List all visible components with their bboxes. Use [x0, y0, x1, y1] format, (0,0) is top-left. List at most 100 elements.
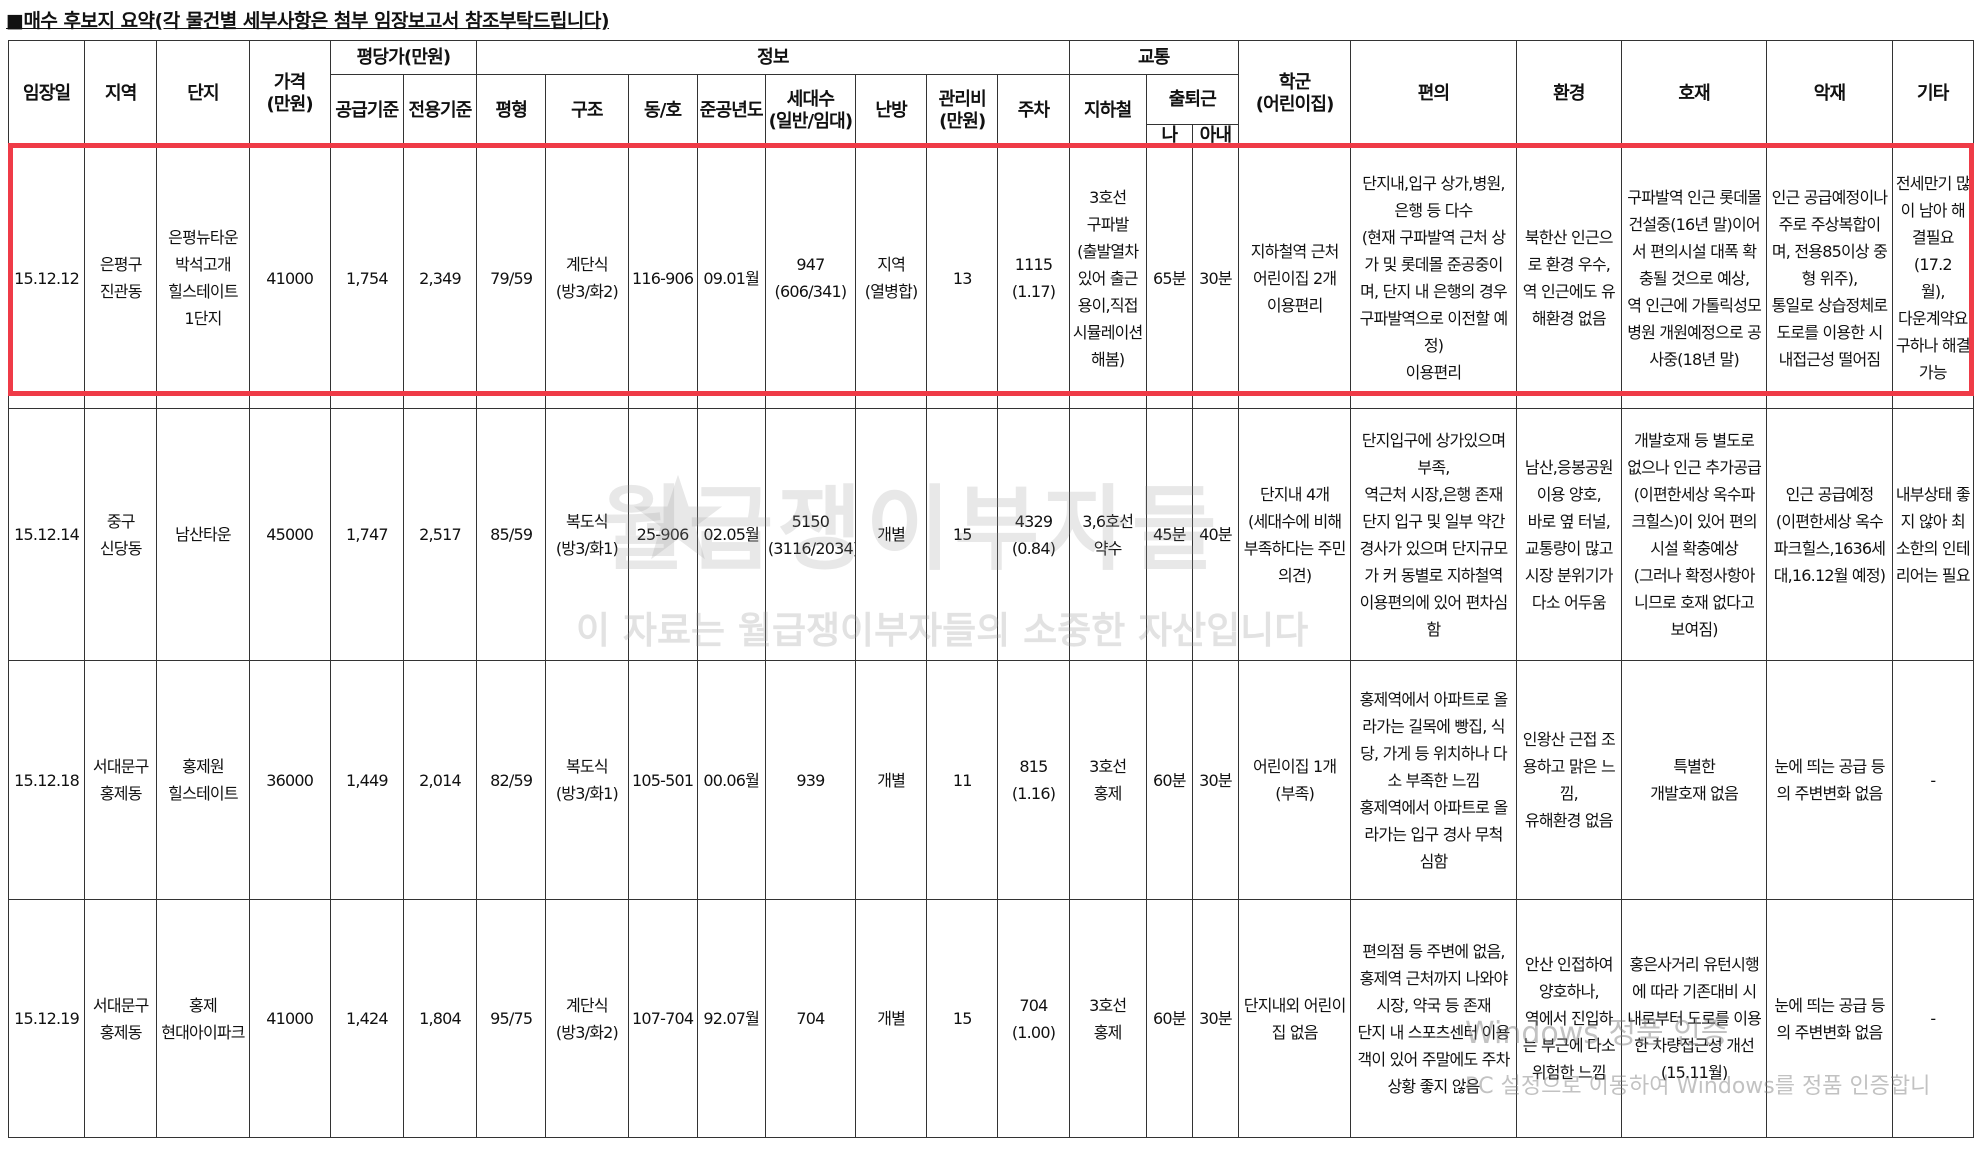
cell-supply: 1,747: [329, 408, 404, 661]
header-info: 정보: [476, 40, 1070, 75]
cell-heating: 개별: [855, 408, 928, 661]
cell-unit: 107-704: [627, 899, 698, 1138]
cell-price: 41000: [248, 899, 331, 1138]
cell-households: 947 (606/341): [764, 147, 857, 409]
cell-school: 지하철역 근처 어린이집 2개 이용편리: [1238, 147, 1352, 409]
cell-environment: 인왕산 근접 조 용하고 맑은 느 낌, 유해환경 없음: [1515, 660, 1622, 900]
cell-size: 95/75: [476, 899, 547, 1138]
header-exclusive-basis: 전용기준: [402, 74, 478, 148]
header-good-news: 호재: [1620, 40, 1768, 148]
cell-price: 41000: [248, 147, 331, 409]
header-price: 가격 (만원): [248, 40, 331, 148]
cell-structure: 계단식 (방3/화2): [545, 899, 629, 1138]
cell-built: 92.07월: [696, 899, 766, 1138]
cell-environment: 안산 인접하여 양호하나, 역에서 진입하 는 부근에 다소 위험한 느낌: [1515, 899, 1622, 1138]
cell-commute-wife: 30분: [1191, 660, 1240, 900]
cell-visit-date: 15.12.18: [7, 660, 86, 900]
header-households: 세대수 (일반/임대): [764, 74, 857, 148]
cell-bad-news: 인근 공급예정이나 주로 주상복합이 며, 전용85이상 중 형 위주), 통일…: [1766, 147, 1893, 409]
cell-complex: 홍제원 힐스테이트: [156, 660, 250, 900]
cell-maintenance: 11: [926, 660, 999, 900]
candidate-summary-table: 임장일 지역 단지 가격 (만원) 평당가(만원) 정보 교통 학군 (어린이집…: [7, 40, 1975, 1138]
cell-commute-me: 60분: [1145, 899, 1193, 1138]
cell-supply: 1,449: [329, 660, 404, 900]
header-convenience: 편의: [1350, 40, 1517, 148]
cell-good-news: 구파발역 인근 롯데몰 건설중(16년 말)이어 서 편의시설 대폭 확 충될 …: [1620, 147, 1768, 409]
cell-complex: 홍제 현대아이파크: [156, 899, 250, 1138]
cell-commute-me: 45분: [1145, 408, 1193, 661]
cell-bad-news: 눈에 띄는 공급 등 의 주변변화 없음: [1766, 899, 1893, 1138]
cell-subway: 3호선 홍제: [1068, 660, 1147, 900]
cell-size: 79/59: [476, 147, 547, 409]
cell-price: 45000: [248, 408, 331, 661]
cell-subway: 3호선 홍제: [1068, 899, 1147, 1138]
table-row: 15.12.14 중구 신당동 남산타운 45000 1,747 2,517 85/59 복도…: [7, 408, 1975, 661]
cell-exclusive: 2,517: [402, 408, 478, 661]
cell-size: 85/59: [476, 408, 547, 661]
cell-commute-wife: 30분: [1191, 147, 1240, 409]
cell-exclusive: 1,804: [402, 899, 478, 1138]
header-bad-news: 악재: [1766, 40, 1893, 148]
activation-notice-title: Windows 정품 인증: [1465, 1016, 1729, 1051]
header-unit: 동/호: [627, 74, 698, 148]
cell-commute-wife: 30분: [1191, 899, 1240, 1138]
cell-heating: 개별: [855, 899, 928, 1138]
cell-heating: 지역 (열병합): [855, 147, 928, 409]
header-commute-wife: 아내: [1191, 124, 1240, 148]
header-built: 준공년도: [696, 74, 766, 148]
watermark-text: 월급쟁이부자들: [600, 476, 1221, 583]
cell-built: 09.01월: [696, 147, 766, 409]
cell-good-news: 특별한 개발호재 없음: [1620, 660, 1768, 900]
cell-etc: -: [1891, 899, 1975, 1138]
cell-households: 704: [764, 899, 857, 1138]
header-structure: 구조: [545, 74, 629, 148]
header-environment: 환경: [1515, 40, 1622, 148]
cell-school: 단지내 4개 (세대수에 비해 부족하다는 주민 의견): [1238, 408, 1352, 661]
cell-subway: 3,6호선 약수: [1068, 408, 1147, 661]
page-title: ■매수 후보지 요약(각 물건별 세부사항은 첨부 임장보고서 참조부탁드립니다…: [6, 10, 610, 32]
cell-maintenance: 13: [926, 147, 999, 409]
cell-parking: 1115 (1.17): [997, 147, 1070, 409]
cell-supply: 1,754: [329, 147, 404, 409]
cell-maintenance: 15: [926, 408, 999, 661]
header-transport: 교통: [1068, 40, 1240, 75]
cell-structure: 복도식 (방3/화1): [545, 408, 629, 661]
cell-environment: 남산,응봉공원 이용 양호, 바로 옆 터널, 교통량이 많고 시장 분위기가 …: [1515, 408, 1622, 661]
cell-etc: 전세만기 많 이 남아 해 결필요(17.2 월), 다운계약요 구하나 해결 …: [1891, 147, 1975, 409]
cell-school: 어린이집 1개 (부족): [1238, 660, 1352, 900]
cell-convenience: 단지입구에 상가있으며 부족, 역근처 시장,은행 존재 단지 입구 및 일부 …: [1350, 408, 1517, 661]
cell-households: 939: [764, 660, 857, 900]
cell-size: 82/59: [476, 660, 547, 900]
cell-region: 중구 신당동: [84, 408, 158, 661]
cell-structure: 계단식 (방3/화2): [545, 147, 629, 409]
watermark-subtext: 이 자료는 월급쟁이부자들의 소중한 자산입니다: [576, 609, 1309, 652]
cell-exclusive: 2,014: [402, 660, 478, 900]
header-subway: 지하철: [1068, 74, 1147, 148]
header-school: 학군 (어린이집): [1238, 40, 1352, 148]
cell-etc: 내부상태 좋 지 않아 최 소한의 인테 리어는 필요: [1891, 408, 1975, 661]
cell-region: 서대문구 홍제동: [84, 660, 158, 900]
header-commute-me: 나: [1145, 124, 1193, 148]
header-heating: 난방: [855, 74, 928, 148]
cell-bad-news: 인근 공급예정 (이편한세상 옥수 파크힐스,1636세 대,16.12월 예정…: [1766, 408, 1893, 661]
cell-commute-me: 60분: [1145, 660, 1193, 900]
cell-structure: 복도식 (방3/화1): [545, 660, 629, 900]
header-visit-date: 임장일: [7, 40, 86, 148]
header-etc: 기타: [1891, 40, 1975, 148]
cell-region: 은평구 진관동: [84, 147, 158, 409]
cell-exclusive: 2,349: [402, 147, 478, 409]
cell-convenience: 편의점 등 주변에 없음, 홍제역 근처까지 나와야 시장, 약국 등 존재 단…: [1350, 899, 1517, 1138]
cell-unit: 116-906: [627, 147, 698, 409]
cell-unit: 105-501: [627, 660, 698, 900]
cell-supply: 1,424: [329, 899, 404, 1138]
header-per-pyeong: 평당가(만원): [329, 40, 478, 75]
cell-maintenance: 15: [926, 899, 999, 1138]
header-supply-basis: 공급기준: [329, 74, 404, 148]
header-region: 지역: [84, 40, 158, 148]
header-complex: 단지: [156, 40, 250, 148]
cell-commute-me: 65분: [1145, 147, 1193, 409]
cell-convenience: 단지내,입구 상가,병원, 은행 등 다수 (현재 구파발역 근처 상 가 및 …: [1350, 147, 1517, 409]
header-maintenance: 관리비 (만원): [926, 74, 999, 148]
cell-built: 00.06월: [696, 660, 766, 900]
header-parking: 주차: [997, 74, 1070, 148]
